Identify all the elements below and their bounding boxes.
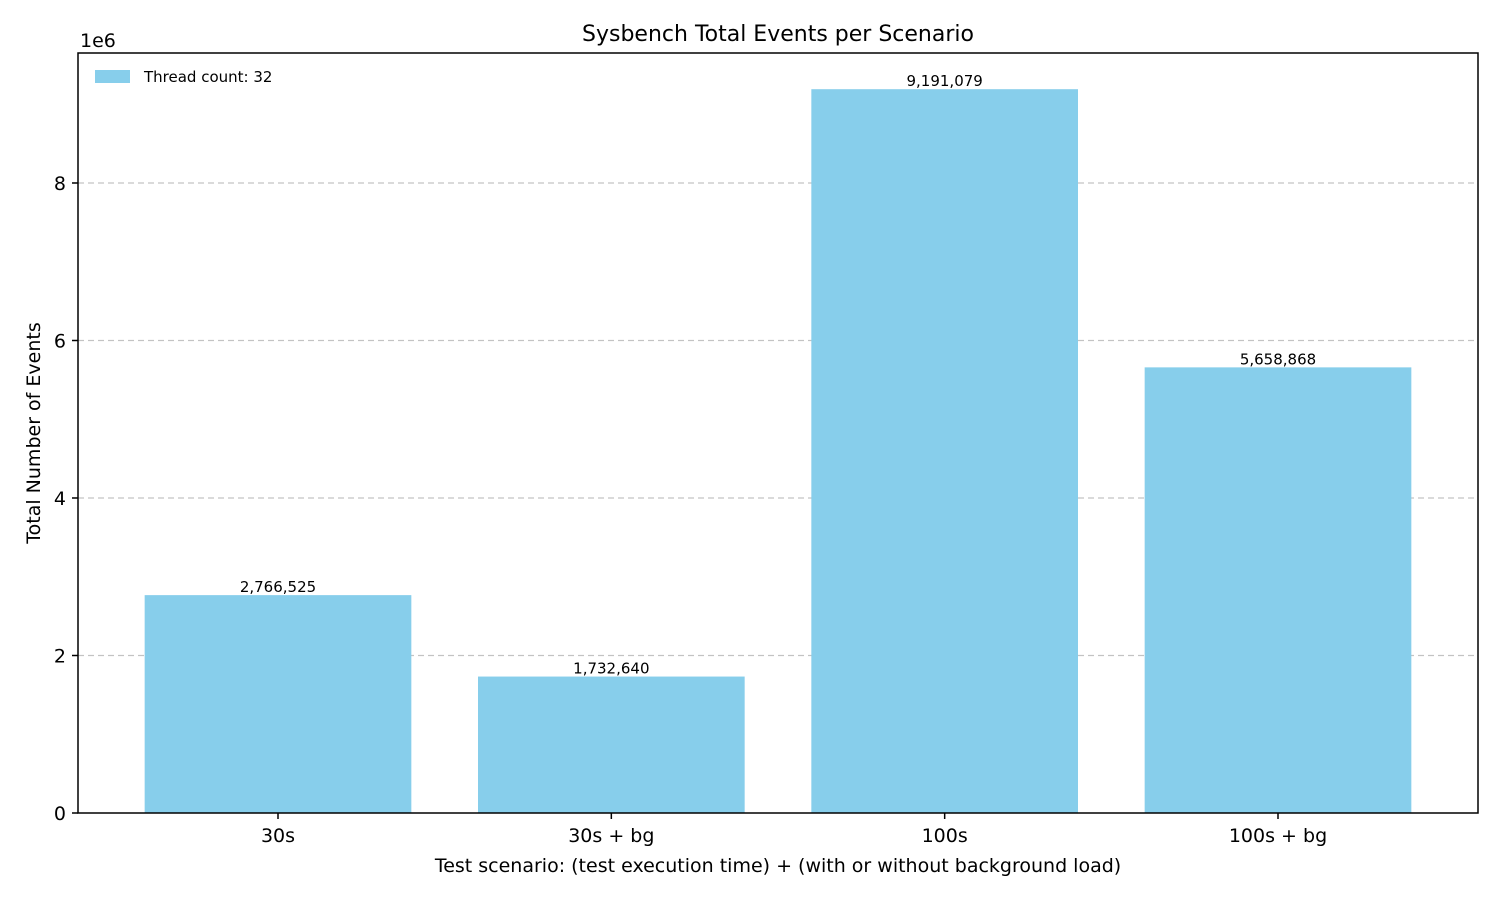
y-axis-label: Total Number of Events xyxy=(23,322,45,544)
legend: Thread count: 32 xyxy=(95,68,272,86)
bar-value-label: 9,191,079 xyxy=(906,72,982,90)
legend-label: Thread count: 32 xyxy=(143,68,272,86)
bar xyxy=(144,595,412,813)
x-tick-label: 100s xyxy=(922,825,968,847)
x-tick-label: 100s + bg xyxy=(1229,825,1327,847)
y-tick-label: 4 xyxy=(54,488,66,510)
y-tick-label: 0 xyxy=(54,803,66,825)
x-tick-label: 30s + bg xyxy=(568,825,654,847)
y-tick-label: 2 xyxy=(54,645,66,667)
y-tick-label: 8 xyxy=(54,173,66,195)
x-axis-ticks: 30s 30s + bg 100s 100s + bg xyxy=(261,813,1327,847)
x-tick-label: 30s xyxy=(261,825,295,847)
bar xyxy=(811,89,1078,813)
bars xyxy=(144,89,1412,813)
y-tick-label: 6 xyxy=(54,330,66,352)
legend-swatch xyxy=(95,70,130,83)
y-axis-ticks: 0 2 4 6 8 xyxy=(54,173,78,825)
bar-value-labels: 2,766,525 1,732,640 9,191,079 5,658,868 xyxy=(240,72,1316,677)
plot-frame xyxy=(77,52,1479,814)
bar xyxy=(1144,367,1412,813)
y-axis-offset-label: 1e6 xyxy=(80,30,116,52)
bar-value-label: 1,732,640 xyxy=(573,660,649,678)
x-axis-label: Test scenario: (test execution time) + (… xyxy=(434,855,1121,877)
bar xyxy=(478,676,745,813)
chart-title: Sysbench Total Events per Scenario xyxy=(582,22,974,47)
bar-value-label: 5,658,868 xyxy=(1240,350,1316,368)
bar-value-label: 2,766,525 xyxy=(240,578,316,596)
